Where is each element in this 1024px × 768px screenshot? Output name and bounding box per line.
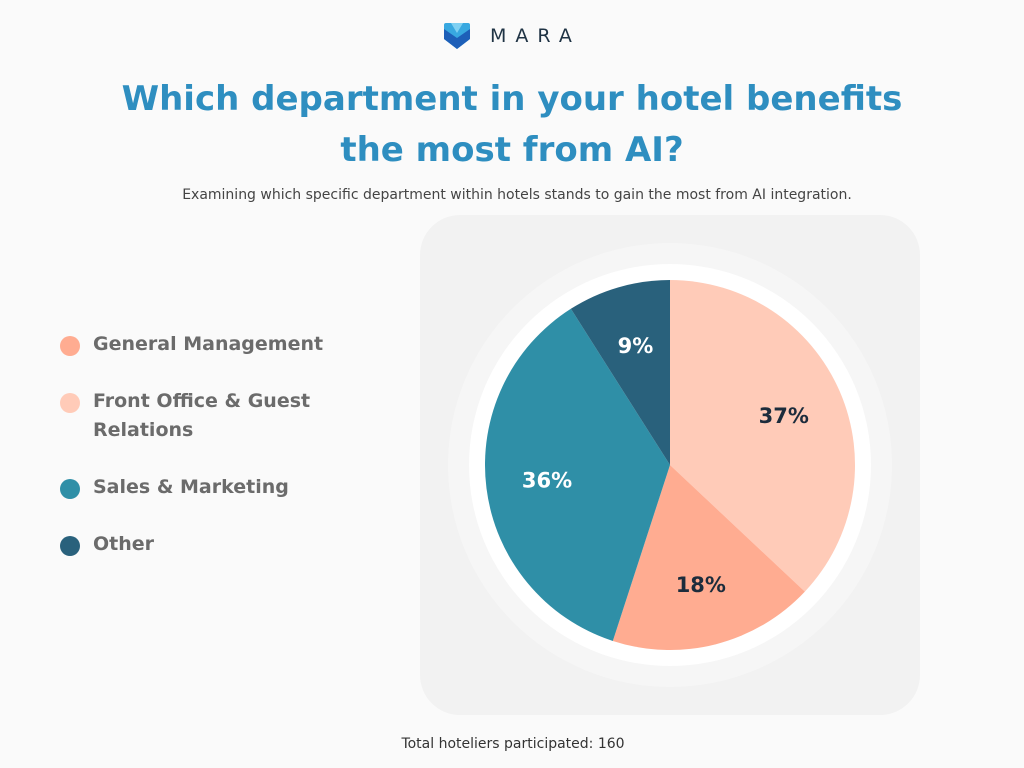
legend-swatch: [60, 336, 80, 356]
legend-swatch: [60, 393, 80, 413]
pie-slice-sales-and-marketing: [485, 308, 670, 641]
legend-label: General Management: [93, 333, 324, 355]
chart-subtitle: Examining which specific department with…: [182, 187, 852, 203]
legend-item-sales-and-marketing: Sales & Marketing: [60, 473, 350, 502]
legend-item-front-office-and-guest-relations: Front Office & Guest Relations: [60, 387, 350, 445]
participants-footer: Total hoteliers participated: 160: [401, 736, 625, 752]
legend-swatch: [60, 536, 80, 556]
pie-label-front-office-and-guest-relations: 37%: [759, 404, 809, 428]
pie-label-sales-and-marketing: 36%: [522, 469, 572, 493]
legend-label: Sales & Marketing: [93, 476, 289, 498]
pie-chart: 37% 18% 36% 9%: [448, 243, 892, 687]
legend-label: Other: [93, 533, 155, 555]
legend-swatch: [60, 479, 80, 499]
pie-label-other: 9%: [618, 334, 654, 358]
legend-label: Front Office & Guest Relations: [93, 390, 311, 441]
legend-item-general-management: General Management: [60, 330, 350, 359]
brand-logo: MARA: [442, 20, 581, 52]
brand-name: MARA: [490, 25, 581, 47]
pie-labels: 37% 18% 36% 9%: [522, 334, 809, 597]
title-line-2: the most from AI?: [340, 130, 684, 170]
chart-legend: General Management Front Office & Guest R…: [60, 330, 350, 587]
pie-label-general-management: 18%: [676, 573, 726, 597]
pie-slice-general-management: [612, 465, 805, 650]
mara-logo-icon: [444, 23, 470, 49]
pie-slices: [485, 280, 855, 650]
chart-title: Which department in your hotel benefits …: [0, 74, 1024, 176]
pie-slice-other: [570, 280, 670, 465]
title-line-1: Which department in your hotel benefits: [121, 79, 903, 119]
pie-slice-front-office-and-guest-relations: [670, 280, 855, 592]
legend-item-other: Other: [60, 530, 350, 559]
